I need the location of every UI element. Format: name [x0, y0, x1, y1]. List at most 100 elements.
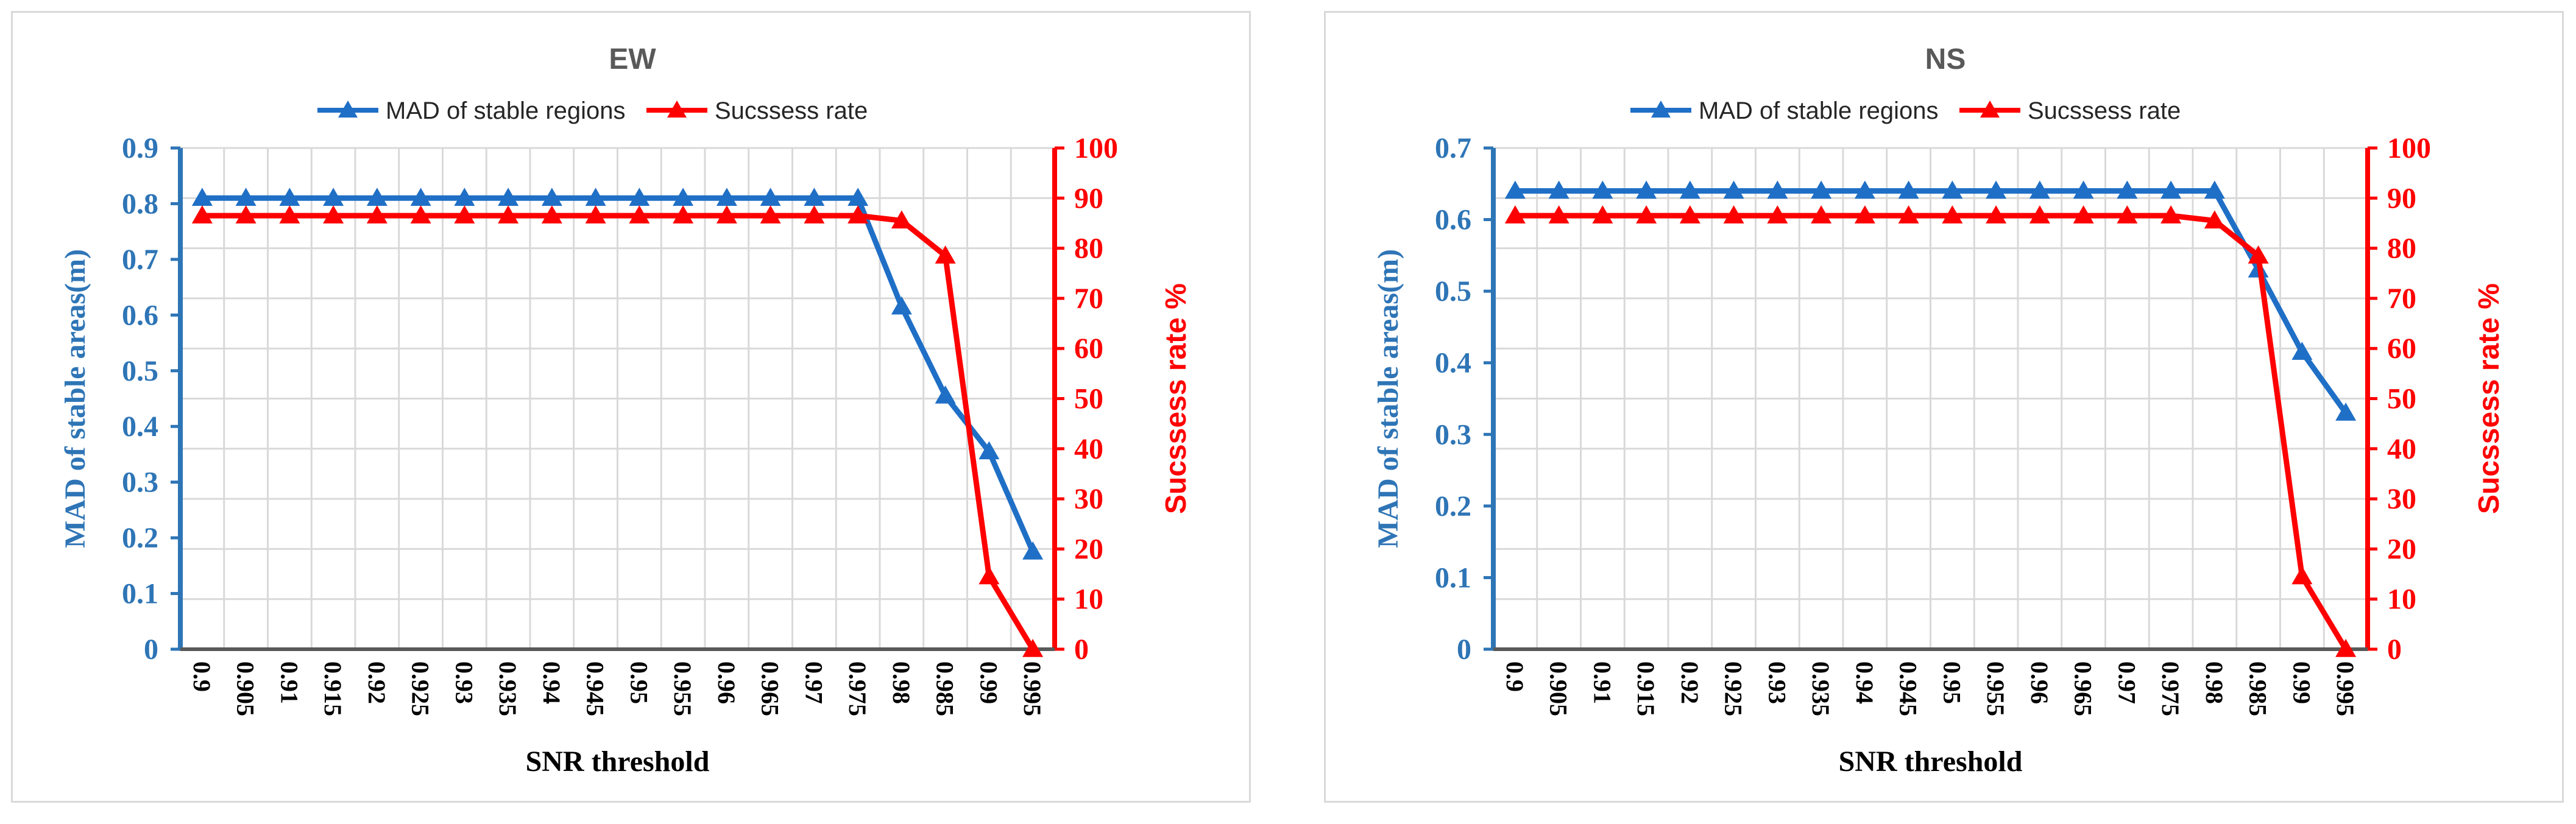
- data-point-success: [235, 205, 257, 224]
- data-point-mad: [978, 441, 1000, 460]
- data-point-mad: [410, 188, 431, 206]
- data-point-mad: [629, 188, 650, 206]
- data-point-success: [410, 205, 431, 224]
- data-point-success: [2117, 205, 2138, 224]
- data-point-success: [1723, 205, 1744, 224]
- chart-panel-ew: EW MAD of stable regions Sucssess rate 0 0.1…: [11, 11, 1251, 803]
- x-tick-label: 0.935: [494, 661, 522, 716]
- x-tick-label: 0.99: [2288, 661, 2315, 704]
- x-axis-label: SNR threshold: [1839, 745, 2023, 778]
- x-tick-label: 0.995: [1019, 661, 1046, 716]
- y-axis-label-right: Sucssess rate %: [1160, 283, 1192, 514]
- data-point-success: [2204, 210, 2225, 229]
- x-tick-label: 0.985: [2245, 661, 2272, 716]
- x-tick-label: 0.98: [888, 661, 915, 704]
- data-point-mad: [1942, 180, 1963, 199]
- x-tick-label: 0.92: [363, 661, 391, 704]
- legend: MAD of stable regions Sucssess rate: [317, 97, 868, 124]
- y-left-tick-label: 0.1: [1435, 562, 1471, 594]
- data-point-mad: [673, 188, 694, 206]
- data-point-success: [2160, 205, 2182, 224]
- y-left-tick-label: 0.1: [122, 578, 158, 610]
- data-point-mad: [2029, 180, 2050, 199]
- x-tick-label: 0.97: [2113, 661, 2140, 704]
- data-point-success: [1942, 205, 1963, 224]
- x-tick-label: 0.915: [1632, 661, 1660, 716]
- data-point-mad: [716, 188, 737, 206]
- series-success-ns: [1504, 205, 2357, 657]
- x-tick-label: 0.975: [844, 661, 871, 716]
- data-point-success: [2291, 566, 2313, 585]
- data-point-success: [1679, 205, 1700, 224]
- x-tick-label: 0.9: [188, 661, 216, 692]
- data-point-success: [2073, 205, 2094, 224]
- x-tick-label: 0.95: [625, 661, 653, 704]
- data-point-mad: [1723, 180, 1744, 199]
- x-tick-label: 0.965: [2070, 661, 2097, 716]
- y-right-tick-label: 50: [2387, 383, 2416, 415]
- chart-title: EW: [609, 43, 656, 76]
- legend-label-mad: MAD of stable regions: [1699, 97, 1939, 124]
- series-success-ew: [191, 205, 1044, 657]
- legend-marker-success: [1980, 100, 2000, 118]
- data-point-mad: [1898, 180, 1919, 199]
- x-tick-label: 0.925: [1720, 661, 1747, 716]
- data-point-mad: [2335, 403, 2357, 421]
- data-point-success: [1548, 205, 1569, 224]
- data-point-mad: [1548, 180, 1569, 199]
- y-left-tick-label: 0.4: [1435, 347, 1471, 379]
- y-right-tick-label: 100: [1074, 132, 1118, 164]
- x-tick-label: 0.905: [1545, 661, 1573, 716]
- data-point-mad: [454, 188, 475, 206]
- x-tick-label: 0.955: [669, 661, 696, 716]
- data-point-success: [1986, 205, 2007, 224]
- data-point-mad: [323, 188, 344, 206]
- y-right-tick-label: 40: [1074, 433, 1103, 465]
- data-point-success: [1767, 205, 1788, 224]
- y-right-tick-label: 60: [1074, 333, 1103, 365]
- y-right-tick-label: 10: [2387, 583, 2416, 616]
- data-point-success: [716, 205, 737, 224]
- legend-marker-success: [667, 100, 687, 118]
- x-tick-label: 0.945: [582, 661, 609, 716]
- y-left-tick-label: 0: [144, 633, 158, 666]
- y-axis-label-right: Sucssess rate %: [2473, 283, 2505, 514]
- data-point-success: [1504, 205, 1526, 224]
- data-point-mad: [1854, 180, 1875, 199]
- data-point-mad: [2291, 342, 2313, 360]
- series-mad-ew: [191, 188, 1044, 560]
- data-point-mad: [498, 188, 519, 206]
- y-right-tick-label: 0: [2387, 633, 2402, 666]
- data-point-success: [760, 205, 781, 224]
- x-tick-label: 0.91: [1588, 661, 1616, 704]
- data-point-success: [673, 205, 694, 224]
- data-point-mad: [1636, 180, 1657, 199]
- data-point-success: [804, 205, 825, 224]
- data-point-success: [1898, 205, 1919, 224]
- data-point-mad: [2073, 180, 2094, 199]
- y-axis-label-left: MAD of stable areas(m): [1372, 249, 1404, 548]
- y-right-tick-label: 40: [2387, 433, 2416, 465]
- x-tick-label: 0.965: [757, 661, 784, 716]
- y-left-tick-label: 0.8: [122, 188, 158, 220]
- x-tick-label: 0.94: [1851, 661, 1878, 704]
- series-line-mad: [202, 195, 1036, 553]
- data-point-mad: [804, 188, 825, 206]
- data-point-success: [935, 245, 956, 264]
- x-tick-label: 0.91: [275, 661, 303, 704]
- x-tick-label: 0.935: [1807, 661, 1835, 716]
- data-point-mad: [1767, 180, 1788, 199]
- data-point-mad: [1986, 180, 2007, 199]
- x-tick-label: 0.98: [2201, 661, 2228, 704]
- data-point-success: [978, 566, 1000, 585]
- legend-marker-mad: [338, 100, 358, 118]
- chart-title: NS: [1925, 43, 1966, 76]
- data-point-mad: [1504, 180, 1526, 199]
- y-left-tick-label: 0.6: [1435, 204, 1471, 236]
- y-left-tick-label: 0.7: [122, 244, 158, 276]
- x-tick-label: 0.92: [1676, 661, 1704, 704]
- data-point-success: [498, 205, 519, 224]
- x-tick-label: 0.93: [450, 661, 478, 704]
- y-left-tick-label: 0.3: [1435, 418, 1471, 451]
- x-tick-label: 0.995: [2332, 661, 2359, 716]
